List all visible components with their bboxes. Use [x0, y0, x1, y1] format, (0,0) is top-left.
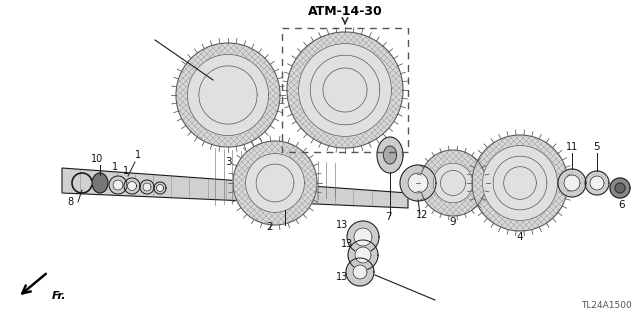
Polygon shape [157, 184, 163, 191]
Text: Fr.: Fr. [52, 291, 67, 301]
Polygon shape [176, 43, 280, 147]
Polygon shape [408, 173, 428, 193]
Polygon shape [287, 32, 403, 148]
Text: ATM-14-30: ATM-14-30 [308, 5, 382, 18]
Text: 9: 9 [450, 217, 456, 227]
Text: 4: 4 [516, 232, 524, 242]
Text: 10: 10 [91, 154, 103, 164]
Polygon shape [246, 154, 305, 212]
Text: 13: 13 [336, 272, 348, 282]
Text: 12: 12 [416, 210, 428, 220]
Polygon shape [355, 247, 371, 263]
Polygon shape [377, 137, 403, 173]
Polygon shape [590, 176, 604, 190]
Polygon shape [188, 55, 269, 136]
Text: 1: 1 [135, 150, 141, 160]
Polygon shape [109, 176, 127, 194]
Text: 1: 1 [112, 162, 118, 172]
Ellipse shape [92, 173, 108, 193]
Text: 7: 7 [385, 212, 391, 222]
Polygon shape [154, 182, 166, 194]
Text: 5: 5 [594, 142, 600, 152]
Polygon shape [472, 135, 568, 231]
Polygon shape [233, 141, 317, 225]
Polygon shape [113, 180, 123, 190]
Text: 13: 13 [341, 239, 353, 249]
Text: 3: 3 [225, 157, 231, 167]
Polygon shape [256, 164, 294, 202]
Text: 6: 6 [619, 200, 625, 210]
Polygon shape [383, 146, 397, 164]
Polygon shape [400, 165, 436, 201]
Polygon shape [564, 175, 580, 191]
Polygon shape [323, 68, 367, 112]
Polygon shape [433, 163, 473, 203]
Polygon shape [353, 265, 367, 279]
Polygon shape [493, 156, 547, 210]
Polygon shape [558, 169, 586, 197]
Polygon shape [585, 171, 609, 195]
Text: 13: 13 [336, 220, 348, 230]
Polygon shape [310, 55, 380, 125]
Polygon shape [420, 150, 486, 216]
Polygon shape [354, 228, 372, 246]
Text: 1: 1 [123, 166, 129, 176]
Polygon shape [299, 44, 392, 137]
Polygon shape [143, 183, 151, 191]
Polygon shape [124, 178, 140, 194]
Polygon shape [347, 221, 379, 253]
Polygon shape [199, 66, 257, 124]
Polygon shape [348, 240, 378, 270]
Text: 8: 8 [67, 197, 73, 207]
Text: TL24A1500: TL24A1500 [581, 301, 632, 310]
Polygon shape [440, 170, 465, 196]
Polygon shape [610, 178, 630, 198]
Polygon shape [615, 183, 625, 193]
Polygon shape [140, 180, 154, 194]
Polygon shape [346, 258, 374, 286]
Text: 2: 2 [267, 222, 273, 232]
Polygon shape [62, 168, 408, 208]
Bar [282, 28, 408, 152]
Polygon shape [127, 182, 136, 190]
Text: 11: 11 [566, 142, 578, 152]
Polygon shape [483, 145, 557, 220]
Polygon shape [504, 167, 536, 199]
